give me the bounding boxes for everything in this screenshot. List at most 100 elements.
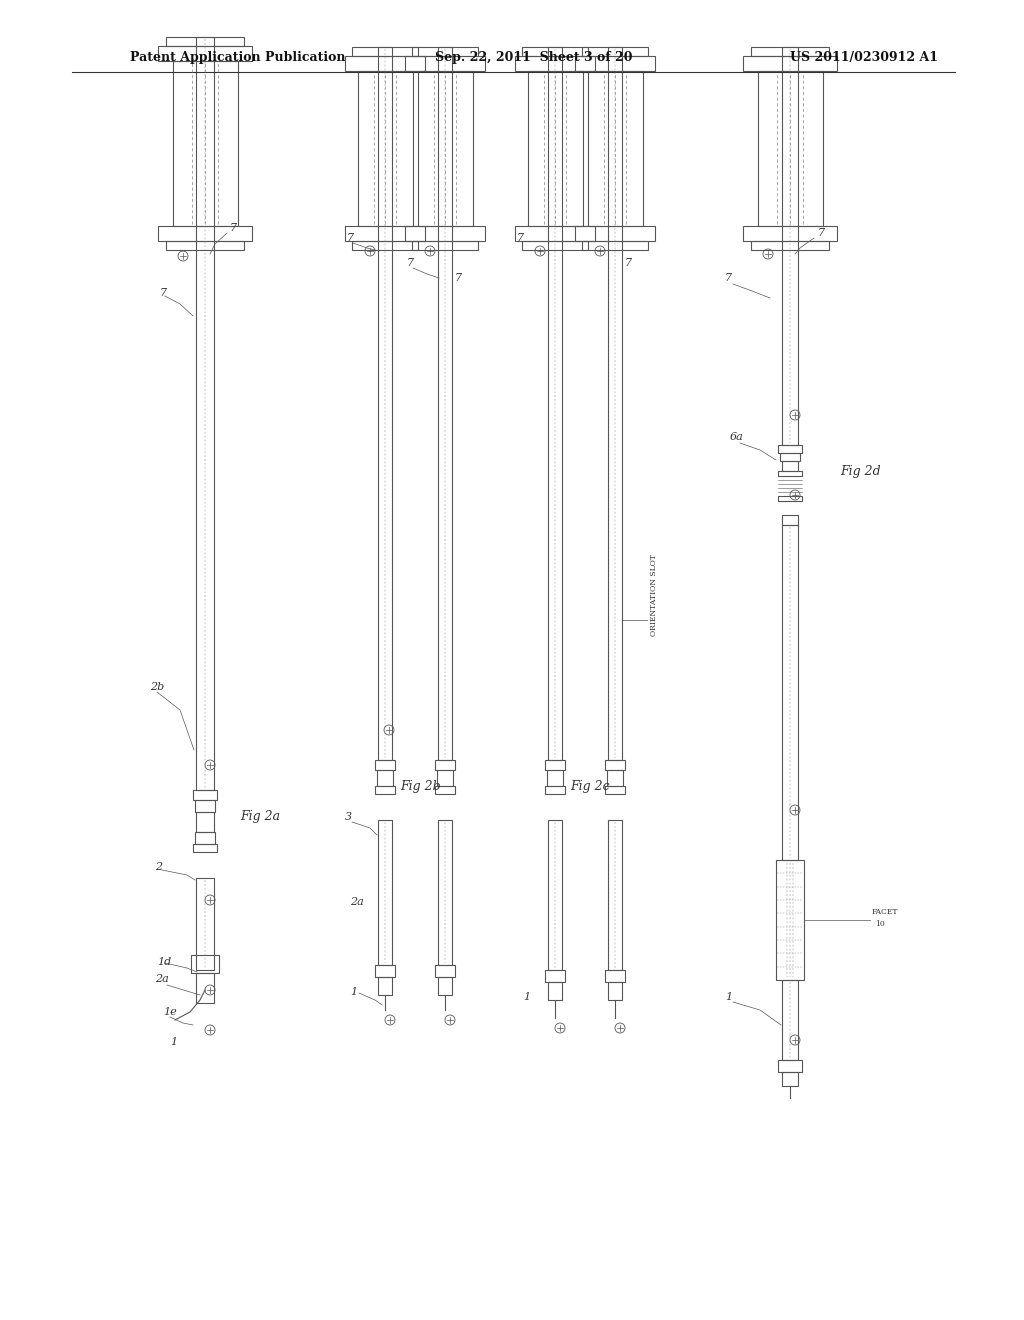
Text: 1: 1	[170, 1038, 177, 1047]
Text: 1: 1	[350, 987, 357, 997]
Bar	[196, 812, 214, 832]
Bar	[782, 1072, 798, 1086]
Bar	[608, 48, 622, 760]
Text: 7: 7	[230, 223, 238, 234]
Bar	[195, 800, 215, 812]
Text: Fig 2a: Fig 2a	[240, 810, 281, 822]
Text: Fig 2c: Fig 2c	[570, 780, 609, 793]
Bar	[166, 37, 244, 46]
Bar	[172, 61, 238, 226]
Bar	[780, 453, 800, 461]
Text: Fig 2d: Fig 2d	[840, 465, 881, 478]
Bar	[778, 471, 802, 477]
Text: 7: 7	[517, 234, 524, 243]
Bar	[605, 970, 625, 982]
Text: 7: 7	[347, 234, 354, 243]
Text: 2: 2	[155, 862, 162, 873]
Bar	[782, 48, 798, 445]
Text: 1e: 1e	[163, 1007, 177, 1016]
Bar	[575, 55, 655, 71]
Bar	[782, 515, 798, 525]
Bar	[605, 760, 625, 770]
Bar	[375, 965, 395, 977]
Text: ORIENTATION SLOT: ORIENTATION SLOT	[650, 554, 658, 636]
Bar	[608, 982, 622, 1001]
Bar	[607, 770, 623, 785]
Bar	[752, 242, 828, 249]
Bar	[195, 832, 215, 843]
Bar	[583, 242, 648, 249]
Bar	[742, 226, 838, 242]
Text: 7: 7	[455, 273, 462, 282]
Bar	[413, 48, 478, 55]
Bar	[196, 37, 214, 789]
Bar	[515, 226, 595, 242]
Bar	[438, 820, 452, 965]
Bar	[406, 226, 485, 242]
Bar	[545, 785, 565, 795]
Bar	[437, 770, 453, 785]
Bar	[352, 242, 418, 249]
Bar	[778, 445, 802, 453]
Bar	[378, 48, 392, 760]
Text: Fig 2b: Fig 2b	[400, 780, 440, 793]
Bar	[158, 226, 252, 242]
Bar	[378, 977, 392, 995]
Bar	[527, 71, 583, 226]
Bar	[548, 48, 562, 760]
Bar	[778, 496, 802, 502]
Text: 7: 7	[160, 288, 167, 298]
Text: FACET: FACET	[872, 908, 898, 916]
Bar	[435, 760, 455, 770]
Bar	[742, 55, 838, 71]
Bar	[193, 843, 217, 851]
Bar	[547, 770, 563, 785]
Bar	[418, 71, 472, 226]
Bar	[375, 785, 395, 795]
Bar	[752, 48, 828, 55]
Bar	[352, 48, 418, 55]
Bar	[345, 55, 425, 71]
Bar	[435, 785, 455, 795]
Bar	[758, 71, 822, 226]
Text: 7: 7	[725, 273, 732, 282]
Bar	[438, 48, 452, 760]
Bar	[196, 973, 214, 1003]
Bar	[406, 55, 485, 71]
Text: 7: 7	[407, 257, 414, 268]
Bar	[778, 1060, 802, 1072]
Bar	[776, 861, 804, 979]
Text: 7: 7	[625, 257, 632, 268]
Text: 7: 7	[818, 228, 825, 238]
Text: 2b: 2b	[150, 682, 164, 692]
Bar	[575, 226, 655, 242]
Text: Sep. 22, 2011  Sheet 3 of 20: Sep. 22, 2011 Sheet 3 of 20	[435, 51, 633, 65]
Bar	[166, 242, 244, 249]
Bar	[782, 525, 798, 861]
Bar	[191, 954, 219, 973]
Bar	[377, 770, 393, 785]
Text: 6a: 6a	[730, 432, 743, 442]
Bar	[605, 785, 625, 795]
Bar	[522, 48, 588, 55]
Bar	[435, 965, 455, 977]
Text: 1: 1	[725, 993, 732, 1002]
Text: Patent Application Publication: Patent Application Publication	[130, 51, 345, 65]
Text: 1d: 1d	[157, 957, 171, 968]
Bar	[583, 48, 648, 55]
Text: 3: 3	[345, 812, 352, 822]
Bar	[515, 55, 595, 71]
Text: 10: 10	[874, 920, 885, 928]
Bar	[345, 226, 425, 242]
Bar	[375, 760, 395, 770]
Bar	[548, 820, 562, 970]
Text: US 2011/0230912 A1: US 2011/0230912 A1	[790, 51, 938, 65]
Text: 2a: 2a	[155, 974, 169, 983]
Bar	[196, 878, 214, 970]
Bar	[608, 820, 622, 970]
Bar	[413, 242, 478, 249]
Bar	[782, 461, 798, 471]
Text: 2a: 2a	[350, 898, 364, 907]
Bar	[782, 979, 798, 1060]
Bar	[158, 46, 252, 61]
